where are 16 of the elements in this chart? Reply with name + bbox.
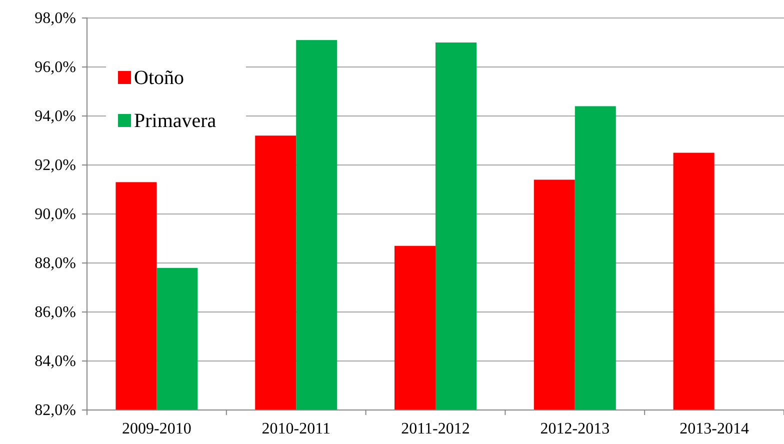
y-tick-label: 94,0% bbox=[34, 108, 76, 126]
x-tick-label: 2011-2012 bbox=[401, 420, 470, 438]
y-tick-label: 86,0% bbox=[34, 304, 76, 322]
x-tick-label: 2012-2013 bbox=[540, 420, 610, 438]
x-tick-label: 2009-2010 bbox=[122, 420, 192, 438]
y-tick-label: 88,0% bbox=[34, 255, 76, 272]
x-tick-label: 2010-2011 bbox=[262, 420, 330, 438]
y-tick-label: 82,0% bbox=[34, 402, 76, 420]
y-tick-label: 92,0% bbox=[34, 157, 76, 174]
legend-label: Otoño bbox=[134, 67, 184, 89]
y-tick-label: 96,0% bbox=[34, 59, 76, 76]
y-tick-label: 98,0% bbox=[34, 10, 76, 28]
y-tick-label: 84,0% bbox=[34, 353, 76, 370]
legend-label: Primavera bbox=[134, 110, 216, 132]
y-tick-label: 90,0% bbox=[34, 206, 76, 224]
x-tick-label: 2013-2014 bbox=[680, 420, 749, 438]
